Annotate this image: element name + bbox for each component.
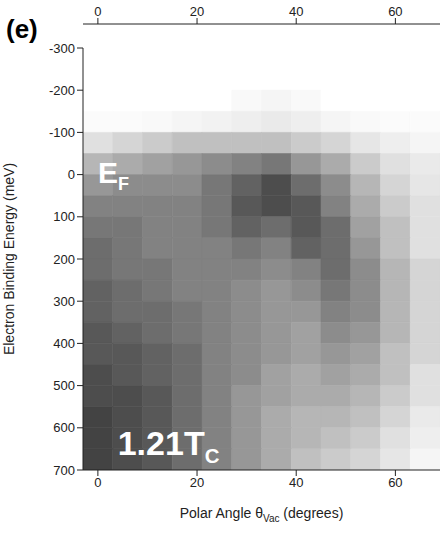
svg-text:600: 600 <box>53 420 75 435</box>
svg-text:Electron Binding Energy (meV): Electron Binding Energy (meV) <box>1 163 17 355</box>
svg-text:60: 60 <box>388 475 402 490</box>
svg-text:60: 60 <box>388 4 402 19</box>
svg-text:-200: -200 <box>49 83 75 98</box>
svg-text:700: 700 <box>53 463 75 478</box>
svg-text:0: 0 <box>94 4 101 19</box>
svg-text:100: 100 <box>53 209 75 224</box>
svg-text:20: 20 <box>190 475 204 490</box>
svg-text:0: 0 <box>68 167 75 182</box>
html-text:(e): (e) <box>6 14 38 44</box>
svg-text:500: 500 <box>53 378 75 393</box>
svg-text:0: 0 <box>94 475 101 490</box>
svg-text:20: 20 <box>190 4 204 19</box>
svg-text:200: 200 <box>53 252 75 267</box>
svg-text:1.21TC: 1.21TC <box>118 424 220 466</box>
svg-text:-300: -300 <box>49 41 75 56</box>
svg-text:EF: EF <box>98 156 129 194</box>
svg-text:40: 40 <box>289 475 303 490</box>
svg-text:400: 400 <box>53 336 75 351</box>
svg-text:-100: -100 <box>49 125 75 140</box>
svg-text:Polar Angle θVac (degrees): Polar Angle θVac (degrees) <box>180 505 344 524</box>
svg-text:300: 300 <box>53 294 75 309</box>
svg-text:40: 40 <box>289 4 303 19</box>
